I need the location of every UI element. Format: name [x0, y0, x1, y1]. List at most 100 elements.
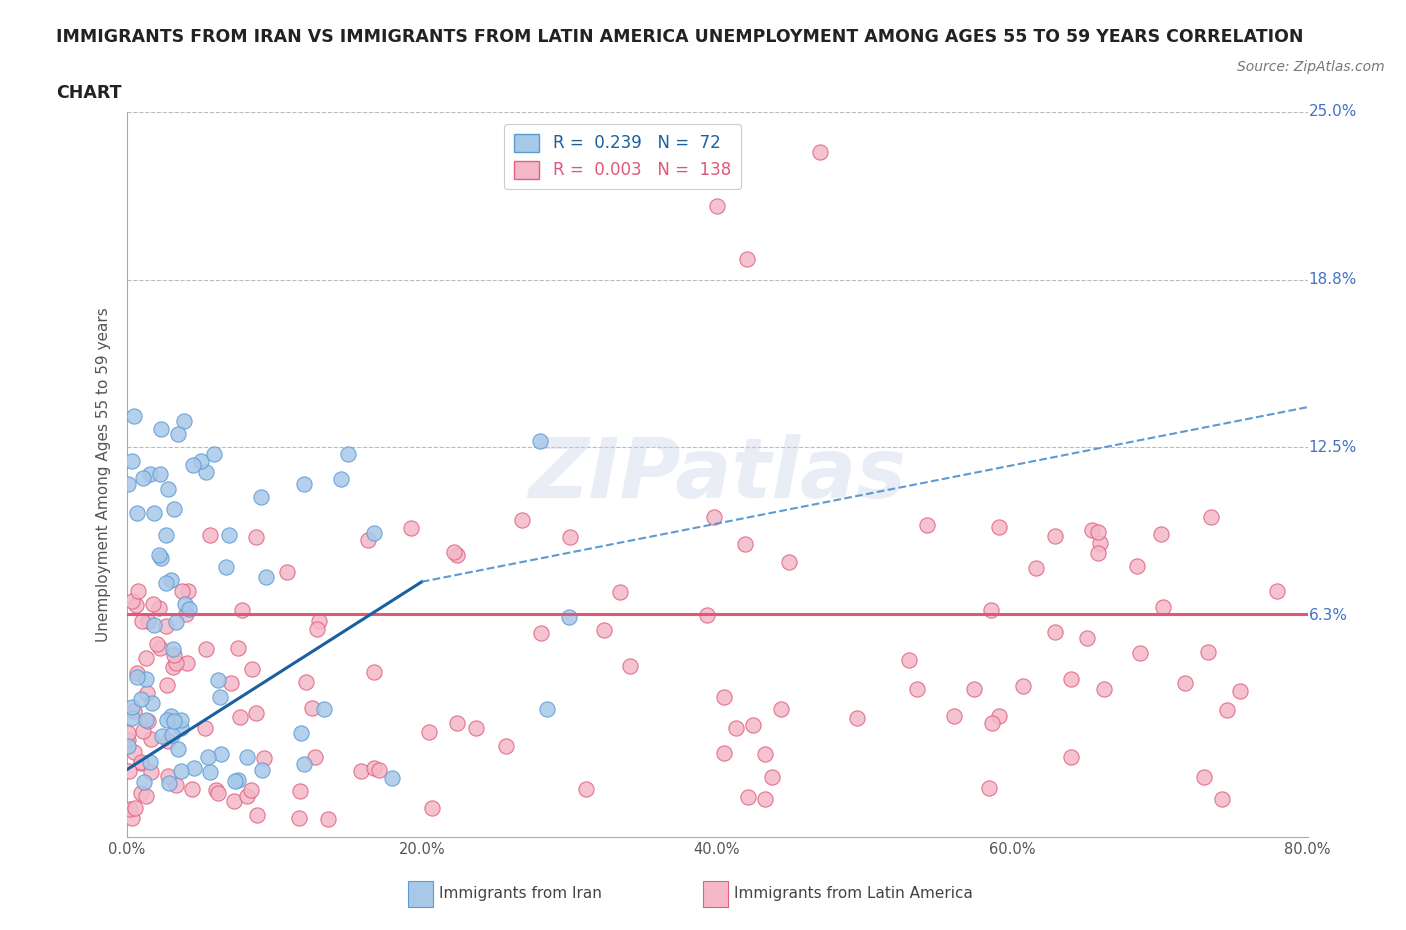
Point — [1087, 545, 1109, 560]
Point — [118, 764, 141, 778]
Point — [170, 721, 193, 736]
Point — [139, 732, 162, 747]
Point — [163, 647, 186, 662]
Point — [713, 690, 735, 705]
Point — [304, 750, 326, 764]
Point — [163, 714, 186, 729]
Point — [136, 685, 159, 700]
Point — [160, 709, 183, 724]
Point — [157, 776, 180, 790]
Point — [305, 621, 328, 636]
Text: Source: ZipAtlas.com: Source: ZipAtlas.com — [1237, 60, 1385, 74]
Point — [122, 409, 145, 424]
Point — [1060, 672, 1083, 687]
Text: Immigrants from Iran: Immigrants from Iran — [439, 886, 602, 901]
Point — [204, 446, 226, 461]
Point — [200, 765, 222, 780]
Point — [124, 801, 146, 816]
Point — [125, 670, 148, 684]
Point — [142, 596, 165, 611]
Point — [163, 502, 186, 517]
Point — [215, 560, 238, 575]
Point — [218, 528, 240, 543]
Point — [129, 692, 152, 707]
Point — [363, 525, 385, 540]
Point — [190, 454, 212, 469]
Point — [193, 720, 215, 735]
Point — [754, 791, 776, 806]
Point — [329, 472, 352, 486]
Point — [418, 724, 440, 739]
Point — [530, 626, 553, 641]
Point — [734, 537, 756, 551]
Point — [245, 705, 267, 720]
Point — [235, 750, 257, 764]
Point — [149, 641, 172, 656]
Point — [1152, 600, 1174, 615]
Point — [121, 811, 143, 826]
Point — [737, 790, 759, 804]
Point — [915, 518, 938, 533]
Point — [117, 738, 139, 753]
Point — [735, 252, 758, 267]
Point — [495, 738, 517, 753]
Point — [1043, 528, 1066, 543]
Point — [165, 615, 187, 630]
Point — [117, 733, 139, 748]
Point — [1076, 631, 1098, 645]
Point — [363, 665, 385, 680]
Point — [224, 773, 246, 788]
Point — [162, 659, 184, 674]
Point — [135, 712, 157, 727]
Point — [253, 751, 276, 765]
Point — [194, 464, 217, 479]
Point — [156, 712, 179, 727]
Point — [1216, 703, 1239, 718]
Point — [510, 512, 533, 527]
Point — [592, 623, 614, 638]
Point — [288, 783, 311, 798]
Text: 12.5%: 12.5% — [1309, 440, 1357, 455]
Point — [135, 671, 157, 686]
Point — [150, 728, 173, 743]
Point — [1043, 624, 1066, 639]
Point — [287, 810, 309, 825]
Point — [987, 709, 1010, 724]
Text: 25.0%: 25.0% — [1309, 104, 1357, 119]
Point — [308, 613, 330, 628]
Point — [250, 490, 273, 505]
Point — [609, 584, 631, 599]
Point — [292, 756, 315, 771]
Point — [1192, 769, 1215, 784]
Point — [117, 476, 139, 491]
Point — [136, 713, 159, 728]
Point — [254, 569, 277, 584]
Point — [129, 754, 152, 769]
Point — [350, 764, 373, 778]
Point — [1088, 536, 1111, 551]
Point — [1150, 526, 1173, 541]
Text: ZIPatlas: ZIPatlas — [529, 433, 905, 515]
Point — [138, 467, 160, 482]
Point — [195, 641, 218, 656]
Point — [118, 801, 141, 816]
Point — [136, 614, 159, 629]
Point — [420, 801, 443, 816]
Point — [132, 470, 155, 485]
Point — [209, 689, 232, 704]
Point — [139, 755, 162, 770]
Point — [1092, 681, 1115, 696]
Point — [155, 618, 177, 633]
Point — [1025, 560, 1047, 575]
Point — [125, 666, 148, 681]
Point — [166, 741, 188, 756]
Point — [1197, 644, 1219, 659]
Point — [981, 716, 1004, 731]
Point — [1080, 523, 1102, 538]
Point — [778, 555, 800, 570]
Point — [149, 421, 172, 436]
Text: 6.3%: 6.3% — [1309, 608, 1348, 623]
Point — [363, 761, 385, 776]
Point — [810, 144, 832, 159]
Point — [290, 726, 312, 741]
